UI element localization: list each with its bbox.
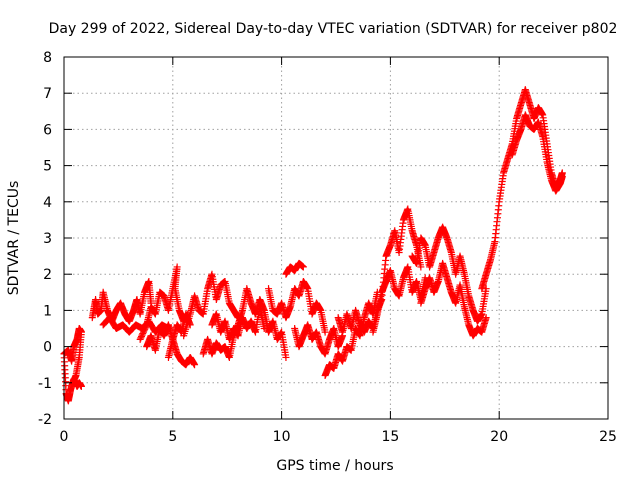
y-tick-label: 8 [43, 50, 52, 66]
data-point [77, 382, 85, 390]
y-tick-label: 5 [43, 159, 52, 175]
data-point [299, 263, 307, 271]
x-tick-label: 0 [60, 429, 69, 445]
y-tick-label: 7 [43, 86, 52, 102]
y-tick-label: 2 [43, 267, 52, 283]
series-segment [60, 350, 85, 405]
series-sdtvar [60, 86, 566, 405]
data-point [558, 172, 566, 180]
y-tick-label: 0 [43, 340, 52, 356]
series-segment [265, 277, 329, 336]
y-tick-label: 6 [43, 122, 52, 138]
data-point [482, 314, 490, 322]
series-segment [369, 263, 429, 336]
series-segment [408, 223, 490, 325]
series-segment [164, 335, 199, 369]
series-segment [417, 259, 490, 340]
x-tick-label: 10 [273, 429, 291, 445]
series-segment [143, 310, 194, 354]
y-tick-label: -2 [38, 412, 52, 428]
x-tick-label: 15 [381, 429, 399, 445]
data-point [282, 353, 290, 361]
chart-title: Day 299 of 2022, Sidereal Day-to-day VTE… [49, 21, 618, 37]
x-tick-label: 20 [490, 429, 508, 445]
data-point [191, 361, 199, 369]
x-tick-label: 5 [168, 429, 177, 445]
x-tick-label: 25 [599, 429, 617, 445]
x-axis-label: GPS time / hours [276, 458, 393, 474]
y-tick-label: -1 [38, 376, 52, 392]
y-tick-label: 3 [43, 231, 52, 247]
series-segment [180, 270, 242, 340]
data-point [417, 263, 425, 271]
data-point [321, 328, 329, 336]
series-segment [60, 325, 85, 387]
data-point [142, 322, 150, 330]
series-segment [282, 259, 307, 278]
axis-ticks: 0 5 10 15 20 25 -2 -1 0 1 2 3 4 5 6 7 8 [38, 50, 617, 445]
series-segment [291, 321, 347, 358]
y-axis-label: SDTVAR / TECUs [6, 181, 22, 296]
series-segment [508, 111, 566, 195]
y-tick-label: 4 [43, 195, 52, 211]
series-segment [230, 285, 290, 361]
series-segment [136, 263, 192, 343]
data-points [60, 86, 566, 405]
y-tick-label: 1 [43, 303, 52, 319]
